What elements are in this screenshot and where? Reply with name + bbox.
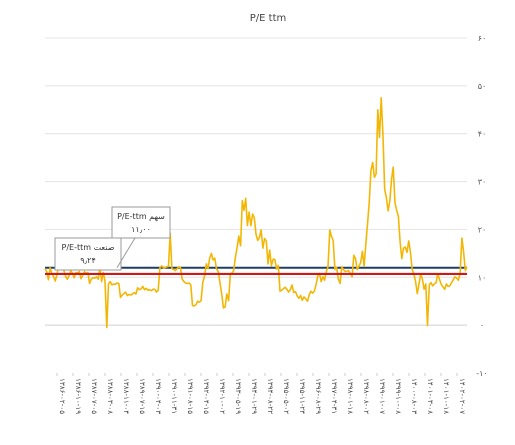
y-tick-label: ۲۰ [478, 225, 487, 234]
y-tick-label: ۰ [480, 321, 484, 330]
x-tick-label: ۱۳۹۲-۰۴-۱۵ [202, 378, 211, 414]
x-tick-label: ۱۳۹۲-۱۰-۰۲ [218, 378, 227, 414]
x-tick-label: ۱۴۰۱-۰۳-۰۸ [426, 378, 435, 414]
x-tick-label: ۱۳۹۰-۱۱-۳۱ [170, 378, 179, 414]
x-tick-label: ۱۳۸۶-۱۰-۱۹ [74, 378, 83, 414]
callout-value: ۱۱٫۰۰ [131, 225, 151, 234]
x-tick-label: ۱۳۹۰-۰۴-۰۳ [154, 378, 163, 414]
y-axis-ticks: -۱۰ ۰ ۱۰ ۲۰ ۳۰ ۴۰ ۵۰ ۶۰ [476, 34, 487, 378]
pe-ttm-series-line [44, 97, 468, 329]
grid-lines [45, 37, 467, 326]
callout-pointer [116, 237, 136, 268]
x-tick-label: ۱۳۹۴-۰۸-۲۲ [266, 378, 275, 414]
x-tick-label: ۱۳۹۵-۱۱-۲۴ [298, 378, 307, 414]
y-tick-label: ۴۰ [478, 130, 487, 139]
x-tick-label: ۱۳۸۸-۱۱-۰۴ [122, 378, 131, 414]
x-tick-label: ۱۳۹۸-۰۱-۱۸ [346, 378, 355, 414]
y-tick-label: ۵۰ [478, 82, 487, 91]
x-tick-label: ۱۳۹۸-۰۸-۰۲ [362, 378, 371, 414]
x-tick-label: ۱۳۸۶-۰۲-۰۵ [58, 378, 67, 414]
x-tick-label: ۱۳۹۷-۰۴-۳۱ [330, 378, 339, 414]
x-tick-label: ۱۳۹۹-۱۰-۰۸ [394, 378, 403, 414]
y-tick-label: -۱۰ [476, 369, 487, 378]
chart-title: P/E ttm [250, 13, 286, 24]
callout-box [54, 237, 122, 271]
x-tick-label: ۱۴۰۱-۱۰-۱۸ [442, 378, 451, 414]
x-tick-label: ۱۳۸۸-۰۳-۰۸ [106, 378, 115, 414]
y-tick-label: ۶۰ [478, 34, 487, 43]
x-tick-label: ۱۳۹۱-۰۸-۱۵ [186, 378, 195, 414]
y-tick-label: ۱۰ [478, 273, 487, 282]
x-tick-label: ۱۴۰۲-۰۲-۰۷ [458, 378, 467, 414]
x-tick-label: ۱۳۹۳-۰۵-۱۹ [234, 378, 243, 414]
y-tick-label: ۳۰ [478, 178, 487, 187]
callout-box [111, 206, 171, 239]
callout-value: ۹٫۲۴ [80, 256, 96, 265]
x-tick-label: ۱۳۹۴-۰۱-۲۹ [250, 378, 259, 414]
callout-label: P/E-ttm صنعت [62, 243, 115, 252]
x-tick-label: ۱۳۹۹-۰۱-۰۷ [378, 378, 387, 414]
x-axis-ticks: ۱۳۸۶-۰۲-۰۵ ۱۳۸۶-۱۰-۱۹ ۱۳۸۷-۰۷-۰۵ ۱۳۸۸-۰۳-۰۸… [56, 373, 467, 414]
x-tick-label: ۱۳۸۷-۰۷-۰۵ [90, 378, 99, 414]
x-tick-label: ۱۴۰۰-۰۸-۰۳ [410, 378, 419, 414]
x-tick-label: ۱۳۸۹-۰۷-۱۵ [138, 378, 147, 414]
x-tick-label: ۱۳۹۶-۰۸-۲۹ [314, 378, 323, 414]
callout-label: P/E-ttm سهم [117, 212, 165, 221]
x-tick-label: ۱۳۹۵-۰۵-۰۲ [282, 378, 291, 414]
annotations-layer: P/E-ttm صنعت ۹٫۲۴ P/E-ttm سهم ۱۱٫۰۰ [54, 206, 171, 271]
series-layer [44, 97, 468, 329]
